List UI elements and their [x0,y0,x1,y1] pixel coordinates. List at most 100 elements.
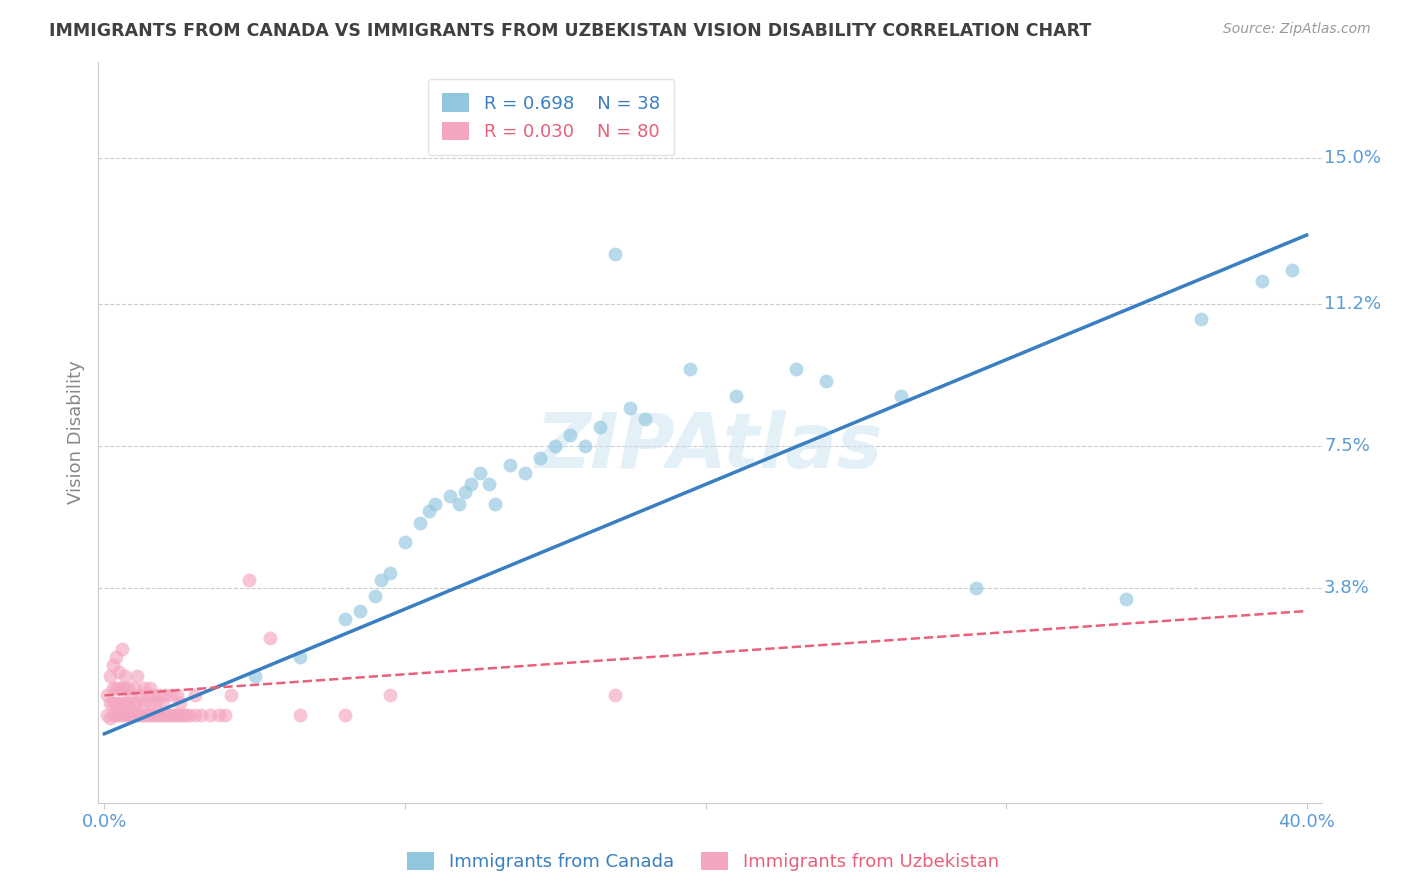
Point [96,689,118,703]
Point [333,612,356,626]
Point [108,665,131,680]
Point [785,362,807,376]
Point [105,681,128,695]
Point [124,707,146,722]
Point [190,707,212,722]
Text: 7.5%: 7.5% [1324,437,1369,455]
Point [111,707,134,722]
Point [153,689,176,703]
Point [183,689,205,703]
Text: Source: ZipAtlas.com: Source: ZipAtlas.com [1223,22,1371,37]
Text: IMMIGRANTS FROM CANADA VS IMMIGRANTS FROM UZBEKISTAN VISION DISABILITY CORRELATI: IMMIGRANTS FROM CANADA VS IMMIGRANTS FRO… [49,22,1091,40]
Point [145,707,167,722]
Point [138,696,160,710]
Point [243,669,266,683]
Text: 3.8%: 3.8% [1324,579,1369,597]
Text: 11.2%: 11.2% [1324,295,1381,313]
Y-axis label: Vision Disability: Vision Disability [66,360,84,505]
Point [965,581,987,595]
Point [121,689,143,703]
Point [127,696,149,710]
Point [349,604,371,618]
Point [208,707,231,722]
Point [560,427,582,442]
Point [619,401,641,415]
Point [288,650,311,665]
Point [484,497,506,511]
Point [288,707,311,722]
Point [605,689,627,703]
Point [423,497,446,511]
Point [145,696,167,710]
Point [103,696,125,710]
Point [124,681,146,695]
Point [117,696,139,710]
Point [454,485,477,500]
Point [214,707,236,722]
Legend: R = 0.698    N = 38, R = 0.030    N = 80: R = 0.698 N = 38, R = 0.030 N = 80 [427,78,675,155]
Point [138,681,160,695]
Point [135,689,157,703]
Point [468,466,491,480]
Point [141,707,163,722]
Point [150,696,173,710]
Point [117,707,139,722]
Point [198,707,221,722]
Point [172,707,194,722]
Point [1281,262,1303,277]
Point [96,707,118,722]
Point [159,707,181,722]
Point [169,696,191,710]
Point [150,707,173,722]
Point [499,458,522,473]
Point [103,657,125,672]
Point [515,466,537,480]
Point [364,589,387,603]
Point [105,707,128,722]
Point [100,669,122,683]
Point [177,707,200,722]
Point [370,574,392,588]
Point [103,707,125,722]
Point [111,642,134,657]
Point [100,696,122,710]
Point [162,707,184,722]
Point [135,707,157,722]
Point [449,497,471,511]
Point [1115,592,1137,607]
Point [103,681,125,695]
Point [166,707,188,722]
Point [724,389,747,403]
Point [174,707,197,722]
Point [108,696,131,710]
Point [605,247,627,261]
Point [132,681,155,695]
Point [634,412,657,426]
Point [108,681,131,695]
Point [219,689,242,703]
Point [1189,312,1212,326]
Point [394,535,416,549]
Point [378,689,401,703]
Point [105,650,128,665]
Point [114,669,136,683]
Point [114,707,136,722]
Point [117,681,139,695]
Point [378,566,401,580]
Point [132,707,155,722]
Point [1250,274,1272,288]
Point [409,516,432,530]
Point [478,477,501,491]
Point [679,362,702,376]
Point [589,420,612,434]
Point [159,689,181,703]
Point [156,707,179,722]
Text: 15.0%: 15.0% [1324,149,1381,168]
Point [418,504,440,518]
Point [121,707,143,722]
Point [166,689,188,703]
Point [890,389,912,403]
Point [148,689,170,703]
Point [138,707,160,722]
Point [114,681,136,695]
